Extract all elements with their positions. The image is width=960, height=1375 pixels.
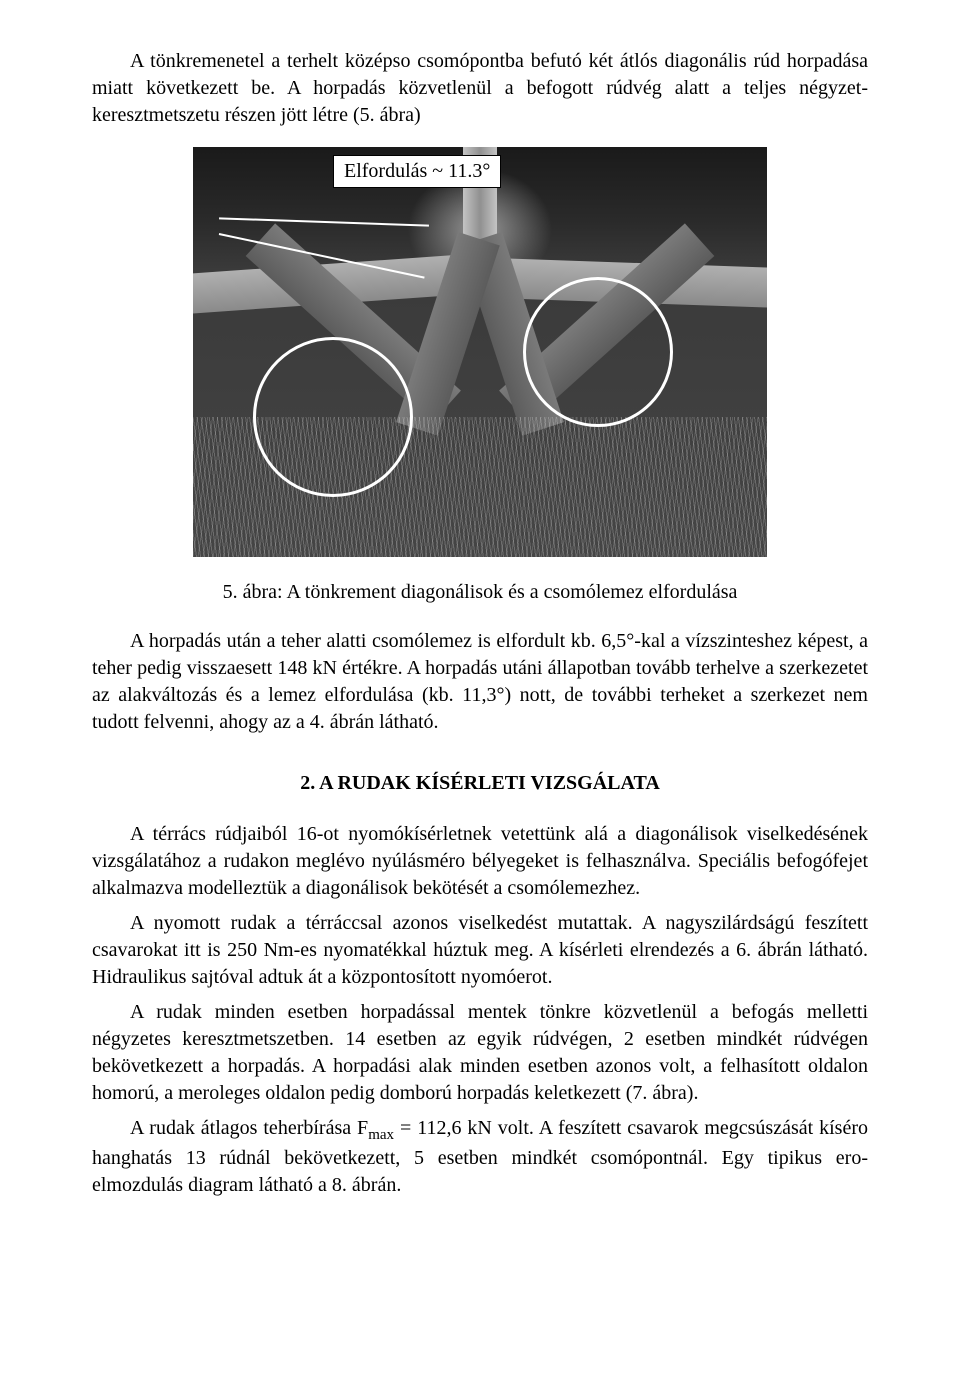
section-2-paragraph-4: A rudak átlagos teherbírása Fmax = 112,6…	[92, 1115, 868, 1199]
section-2-paragraph-2: A nyomott rudak a térráccsal azonos vise…	[92, 910, 868, 991]
paragraph-4-pre: A rudak átlagos teherbírása F	[130, 1117, 368, 1139]
figure-5-image: Elfordulás ~ 11.3°	[193, 147, 767, 557]
section-2-heading: 2. A RUDAK KÍSÉRLETI VIZSGÁLATA	[92, 772, 868, 795]
annotation-circle-right	[523, 277, 673, 427]
annotation-circle-left	[253, 337, 413, 497]
section-2-paragraph-3: A rudak minden esetben horpadással mente…	[92, 999, 868, 1107]
post-figure-paragraph: A horpadás után a teher alatti csomóleme…	[92, 628, 868, 736]
figure-5-caption: 5. ábra: A tönkrement diagonálisok és a …	[92, 581, 868, 604]
figure-rotation-label: Elfordulás ~ 11.3°	[333, 155, 501, 188]
figure-5-container: Elfordulás ~ 11.3° 5. ábra: A tönkrement…	[92, 147, 868, 604]
section-2-paragraph-1: A térrács rúdjaiból 16-ot nyomókísérletn…	[92, 821, 868, 902]
intro-paragraph: A tönkremenetel a terhelt középso csomóp…	[92, 48, 868, 129]
f-max-subscript: max	[368, 1127, 394, 1143]
